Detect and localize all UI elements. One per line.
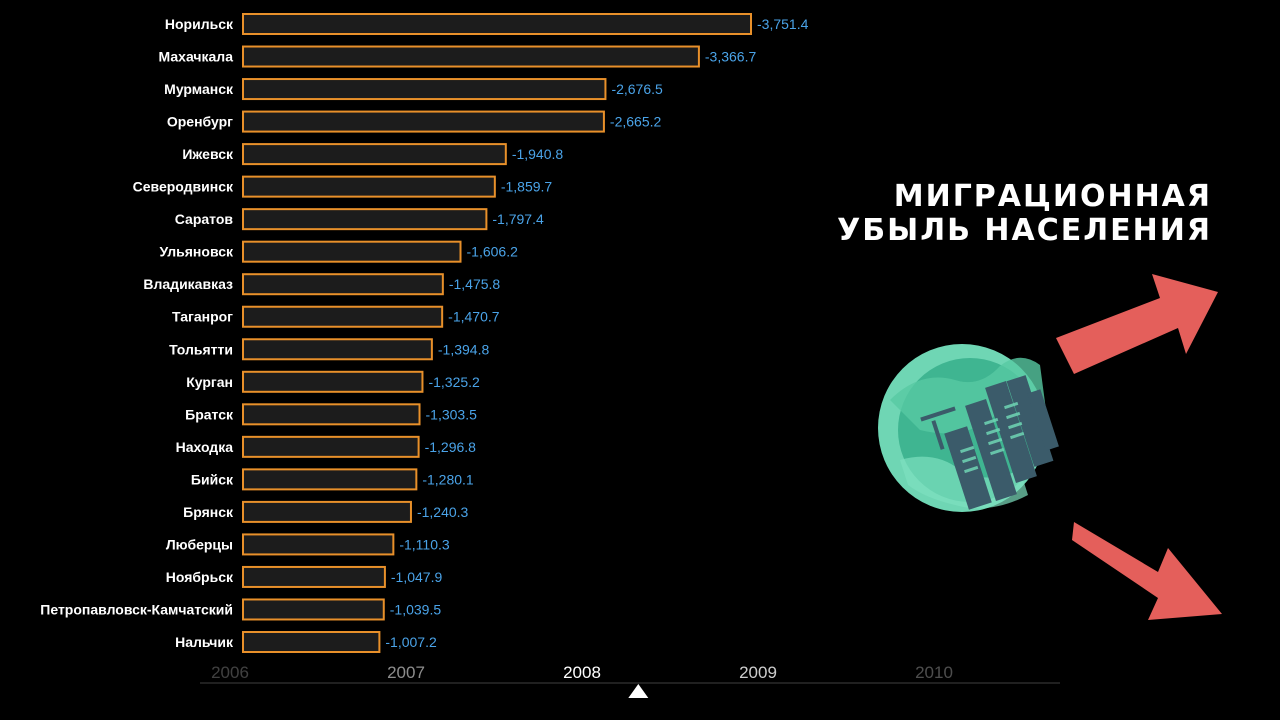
bar bbox=[242, 143, 507, 166]
value-label: -1,047.9 bbox=[391, 569, 443, 585]
bar bbox=[242, 598, 385, 621]
arrow-up-right-icon bbox=[1056, 274, 1218, 374]
value-label: -1,296.8 bbox=[425, 439, 477, 455]
timeline-marker-icon[interactable] bbox=[628, 684, 649, 698]
category-label: Бийск bbox=[191, 471, 234, 487]
arrow-down-right-icon bbox=[1072, 522, 1222, 620]
category-label: Ульяновск bbox=[159, 244, 234, 260]
value-label: -1,606.2 bbox=[467, 244, 519, 260]
timeline-year-label: 2006 bbox=[211, 663, 249, 682]
timeline: 2006 2007 2008 2009 2010 bbox=[200, 663, 1060, 698]
category-label: Курган bbox=[186, 374, 233, 390]
value-label: -1,303.5 bbox=[426, 406, 478, 422]
category-label: Петропавловск-Камчатский bbox=[40, 601, 233, 617]
value-label: -1,940.8 bbox=[512, 146, 564, 162]
category-label: Брянск bbox=[183, 504, 234, 520]
bar bbox=[242, 370, 424, 393]
category-label: Таганрог bbox=[172, 309, 233, 325]
category-label: Ижевск bbox=[182, 146, 234, 162]
bar bbox=[242, 78, 607, 101]
category-label: Ноябрьск bbox=[166, 569, 234, 585]
bar bbox=[242, 403, 421, 426]
timeline-year-label: 2008 bbox=[563, 663, 601, 682]
bar bbox=[242, 338, 433, 361]
bar bbox=[242, 273, 444, 296]
value-label: -2,665.2 bbox=[610, 114, 662, 130]
chart-title-line2: УБЫЛЬ НАСЕЛЕНИЯ bbox=[837, 213, 1212, 248]
bar bbox=[242, 631, 381, 653]
value-label: -1,475.8 bbox=[449, 276, 501, 292]
value-label: -3,751.4 bbox=[757, 16, 809, 32]
category-label: Люберцы bbox=[166, 536, 233, 552]
value-label: -1,797.4 bbox=[492, 211, 544, 227]
bar bbox=[242, 305, 444, 328]
chart-title: МИГРАЦИОННАЯ УБЫЛЬ НАСЕЛЕНИЯ bbox=[837, 180, 1212, 248]
value-label: -1,240.3 bbox=[417, 504, 469, 520]
city-globe-illustration bbox=[878, 274, 1222, 620]
category-label: Братск bbox=[185, 406, 234, 422]
category-label: Оренбург bbox=[167, 114, 233, 130]
bar bbox=[242, 435, 420, 458]
category-label: Северодвинск bbox=[133, 179, 234, 195]
timeline-year-label: 2007 bbox=[387, 663, 425, 682]
value-label: -1,007.2 bbox=[385, 634, 437, 650]
bar bbox=[242, 110, 605, 133]
value-label: -1,470.7 bbox=[448, 309, 500, 325]
bar bbox=[242, 533, 395, 556]
bars-layer: Норильск -3,751.4 Махачкала -3,366.7 Мурманс… bbox=[40, 13, 809, 653]
bar bbox=[242, 468, 418, 491]
city-windows-icon bbox=[960, 401, 1025, 474]
category-label: Нальчик bbox=[175, 634, 234, 650]
value-label: -1,394.8 bbox=[438, 341, 490, 357]
bar bbox=[242, 240, 462, 263]
category-label: Владикавказ bbox=[143, 276, 233, 292]
bar bbox=[242, 565, 386, 588]
category-label: Мурманск bbox=[164, 81, 234, 97]
category-label: Саратов bbox=[175, 211, 234, 227]
value-label: -1,859.7 bbox=[501, 179, 553, 195]
city-skyline-icon bbox=[920, 375, 1059, 510]
timeline-year-label: 2010 bbox=[915, 663, 953, 682]
bar bbox=[242, 175, 496, 198]
value-label: -3,366.7 bbox=[705, 49, 757, 65]
category-label: Махачкала bbox=[159, 49, 234, 65]
value-label: -2,676.5 bbox=[611, 81, 663, 97]
timeline-year-label: 2009 bbox=[739, 663, 777, 682]
bar bbox=[242, 500, 412, 523]
value-label: -1,280.1 bbox=[422, 471, 474, 487]
bar bbox=[242, 208, 488, 231]
bar bbox=[242, 13, 752, 35]
category-label: Находка bbox=[176, 439, 234, 455]
category-label: Норильск bbox=[165, 16, 234, 32]
bar bbox=[242, 45, 700, 68]
value-label: -1,039.5 bbox=[390, 601, 442, 617]
value-label: -1,325.2 bbox=[428, 374, 480, 390]
value-label: -1,110.3 bbox=[399, 536, 450, 552]
category-label: Тольятти bbox=[169, 341, 233, 357]
chart-title-line1: МИГРАЦИОННАЯ bbox=[893, 179, 1212, 214]
